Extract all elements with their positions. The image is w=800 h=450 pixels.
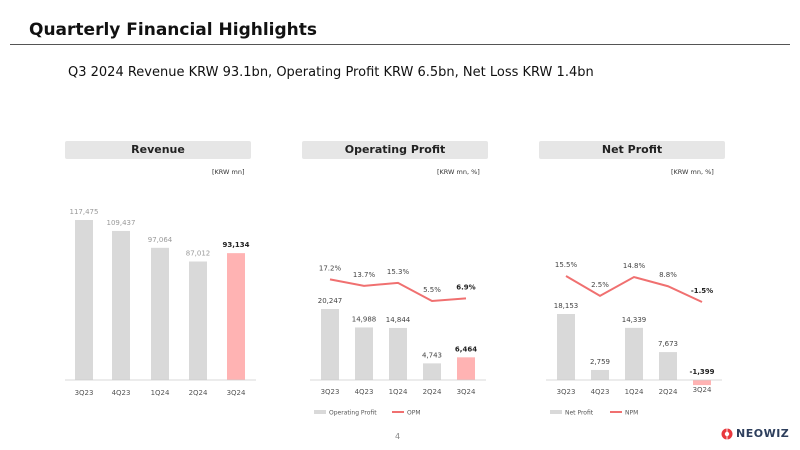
operating-profit-legend-bar-swatch	[314, 410, 326, 414]
revenue-x-tick-label: 1Q24	[151, 389, 170, 397]
net-profit-x-tick-label: 3Q24	[693, 386, 712, 394]
operating-profit-x-tick-label: 4Q23	[355, 388, 374, 396]
net-profit-margin-label: 15.5%	[555, 261, 578, 269]
page-title: Quarterly Financial Highlights	[29, 20, 318, 40]
operating-profit-margin-label: 13.7%	[353, 271, 376, 279]
page-subtitle: Q3 2024 Revenue KRW 93.1bn, Operating Pr…	[68, 65, 594, 80]
net-profit-legend-bar-swatch	[550, 410, 562, 414]
operating-profit-x-tick-label: 3Q24	[457, 388, 476, 396]
operating-profit-unit-label: [KRW mn, %]	[437, 168, 480, 176]
operating-profit-legend-line-label: OPM	[407, 410, 421, 417]
net-profit-bar-1Q24	[625, 327, 643, 380]
operating-profit-bar-2Q24	[423, 363, 441, 380]
revenue-x-tick-label: 4Q23	[112, 389, 131, 397]
operating-profit-x-tick-label: 2Q24	[423, 388, 442, 396]
net-profit-bar-value-label: 2,759	[590, 358, 610, 366]
revenue-unit-label: [KRW mn]	[212, 168, 245, 176]
revenue-bar-3Q23	[75, 220, 93, 380]
revenue-value-label: 97,064	[148, 236, 173, 244]
revenue-value-label: 87,012	[186, 249, 211, 257]
net-profit-unit-label: [KRW mn, %]	[671, 168, 714, 176]
operating-profit-bar-3Q24	[457, 357, 475, 380]
revenue-bar-2Q24	[189, 261, 207, 380]
net-profit-bar-value-label: 7,673	[658, 340, 678, 348]
operating-profit-bar-value-label: 14,988	[352, 315, 377, 323]
operating-profit-bar-4Q23	[355, 327, 373, 380]
title-divider	[10, 44, 790, 45]
net-profit-bar-value-label: 14,339	[622, 316, 647, 324]
net-profit-bar-value-label: 18,153	[554, 302, 579, 310]
net-profit-x-tick-label: 4Q23	[591, 388, 610, 396]
net-profit-legend-bar-label: Net Profit	[565, 410, 594, 417]
revenue-value-label: 117,475	[70, 208, 99, 216]
operating-profit-bar-value-label: 6,464	[455, 345, 477, 353]
revenue-chart-header: Revenue	[65, 141, 251, 159]
logo-emblem-icon	[721, 428, 733, 439]
operating-profit-bar-value-label: 20,247	[318, 297, 343, 305]
net-profit-bar-3Q24	[693, 380, 711, 386]
operating-profit-margin-line	[329, 278, 467, 303]
net-profit-legend-line-label: NPM	[625, 410, 638, 417]
net-profit-x-tick-label: 1Q24	[625, 388, 644, 396]
logo-text: NEOWIZ	[736, 427, 790, 440]
operating-profit-x-tick-label: 3Q23	[321, 388, 340, 396]
net-profit-bar-2Q24	[659, 352, 677, 380]
page-number: 4	[395, 432, 401, 441]
net-profit-margin-label: 14.8%	[623, 262, 646, 270]
operating-profit-chart-header: Operating Profit	[302, 141, 488, 159]
revenue-bar-4Q23	[112, 230, 130, 380]
revenue-bar-3Q24	[227, 253, 245, 380]
net-profit-margin-label: 8.8%	[659, 271, 677, 279]
operating-profit-bar-value-label: 14,844	[386, 316, 411, 324]
company-logo: NEOWIZ	[721, 427, 789, 440]
net-profit-x-tick-label: 2Q24	[659, 388, 678, 396]
net-profit-margin-label: 2.5%	[591, 281, 609, 289]
operating-profit-bar-3Q23	[321, 309, 339, 380]
operating-profit-margin-label: 5.5%	[423, 286, 441, 294]
net-profit-x-tick-label: 3Q23	[557, 388, 576, 396]
net-profit-margin-line	[565, 275, 703, 303]
net-profit-margin-label: -1.5%	[691, 287, 713, 295]
revenue-value-label: 93,134	[222, 241, 249, 249]
revenue-x-tick-label: 3Q23	[75, 389, 94, 397]
net-profit-chart-header: Net Profit	[539, 141, 725, 159]
revenue-value-label: 109,437	[107, 219, 136, 227]
net-profit-bar-value-label: -1,399	[689, 368, 714, 376]
operating-profit-x-tick-label: 1Q24	[389, 388, 408, 396]
revenue-x-tick-label: 2Q24	[189, 389, 208, 397]
operating-profit-legend-bar-label: Operating Profit	[329, 410, 377, 417]
operating-profit-margin-label: 17.2%	[319, 264, 342, 272]
revenue-bar-1Q24	[151, 247, 169, 380]
net-profit-bar-4Q23	[591, 369, 609, 380]
operating-profit-margin-label: 15.3%	[387, 268, 410, 276]
revenue-x-tick-label: 3Q24	[227, 389, 246, 397]
operating-profit-bar-1Q24	[389, 327, 407, 380]
operating-profit-bar-value-label: 4,743	[422, 351, 442, 359]
operating-profit-margin-label: 6.9%	[456, 283, 475, 291]
net-profit-bar-3Q23	[557, 314, 575, 380]
